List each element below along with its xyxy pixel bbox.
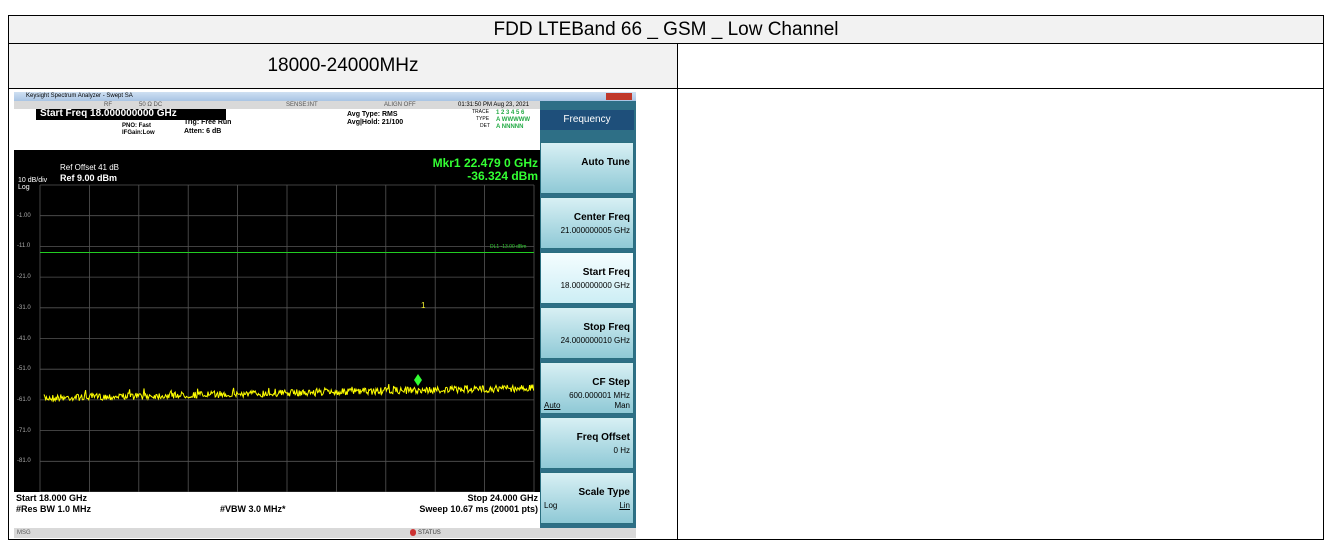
stop-freq: Stop 24.000 GHz — [467, 493, 538, 503]
setting: Atten: 6 dB — [184, 128, 222, 135]
y-label: -71.0 — [17, 427, 31, 434]
window-titlebar — [14, 92, 636, 101]
button-value: 21.000000005 GHz — [560, 226, 630, 235]
status-row — [14, 101, 540, 109]
marker-label: 1 — [421, 301, 426, 310]
trace-nums: 1 2 3 4 5 6 — [496, 110, 525, 116]
active-param: Start Freq 18.000000000 GHz — [36, 109, 226, 120]
trace-label: TRACE — [472, 109, 489, 115]
range: 18000-24000MHz — [267, 55, 419, 76]
window-close[interactable] — [606, 93, 632, 100]
menu-button[interactable]: CF Step 600.000001 MHz Auto Man — [540, 362, 634, 414]
menu-button[interactable]: Scale Type Log Lin — [540, 472, 634, 524]
status-label: STATUS — [418, 530, 441, 536]
status: RF — [104, 102, 112, 108]
setting: IFGain:Low — [122, 130, 155, 136]
type-label: TYPE — [476, 116, 490, 122]
button-label: Auto Tune — [581, 157, 630, 168]
menu-title: Frequency — [540, 110, 634, 130]
button-value: 18.000000000 GHz — [560, 281, 630, 290]
y-label: -21.0 — [17, 274, 31, 281]
title: FDD LTEBand 66 _ GSM _ Low Channel — [493, 18, 839, 40]
button-value: 600.000001 MHz — [569, 391, 630, 400]
det-label: DET — [480, 123, 490, 129]
y-label: -1.00 — [17, 212, 31, 219]
button-label: Start Freq — [582, 267, 630, 278]
plot — [14, 150, 540, 492]
button-label: Center Freq — [573, 212, 630, 223]
range-cell: 18000-24000MHz — [8, 43, 678, 89]
sweep: Sweep 10.67 ms (20001 pts) — [419, 504, 538, 514]
y-label: -11.0 — [17, 243, 31, 250]
log: Log — [18, 184, 30, 191]
msg-bar — [14, 528, 636, 538]
marker-freq: Mkr1 22.479 0 GHz — [432, 156, 538, 170]
footer-area — [14, 492, 540, 528]
det-value: A NNNNN — [496, 124, 524, 130]
button-label: Stop Freq — [583, 322, 630, 333]
type-value: A WWWWW — [496, 117, 531, 123]
setting: Avg Type: RMS — [347, 111, 398, 118]
menu-button[interactable]: Stop Freq 24.000000010 GHz — [540, 307, 634, 359]
analyzer-screenshot: Keysight Spectrum Analyzer - Swept SA RF… — [14, 92, 636, 538]
menu-button[interactable]: Freq Offset 0 Hz — [540, 417, 634, 469]
rbw: #Res BW 1.0 MHz — [16, 504, 92, 514]
empty-cell — [677, 43, 1324, 89]
button-label: CF Step — [592, 377, 630, 388]
button-option: Log — [544, 501, 558, 510]
y-label: -41.0 — [17, 335, 31, 342]
y-label: -51.0 — [17, 366, 31, 373]
button-option: Man — [614, 401, 630, 410]
trace — [43, 383, 535, 403]
button-label: Scale Type — [578, 487, 630, 498]
start-freq: Start 18.000 GHz — [16, 493, 88, 503]
empty-cell — [677, 88, 1324, 540]
setting: PNO: Fast — [122, 123, 152, 129]
y-label: -31.0 — [17, 304, 31, 311]
marker — [414, 374, 422, 386]
scale: 10 dB/div — [18, 177, 48, 184]
setting: Avg|Hold: 21/100 — [347, 119, 404, 126]
status: SENSE:INT — [286, 102, 318, 108]
y-label: -81.0 — [17, 458, 31, 465]
button-value: 24.000000010 GHz — [560, 336, 630, 345]
title-cell: FDD LTEBand 66 _ GSM _ Low Channel — [8, 15, 1324, 44]
ref-level: Ref 9.00 dBm — [60, 173, 118, 183]
status: ALIGN OFF — [384, 102, 416, 108]
menu-button[interactable]: Center Freq 21.000000005 GHz — [540, 197, 634, 249]
y-label: -61.0 — [17, 396, 31, 403]
menu-button[interactable]: Auto Tune — [540, 142, 634, 194]
status: 50 Ω DC — [139, 102, 163, 108]
button-value: 0 Hz — [613, 446, 630, 455]
vbw: #VBW 3.0 MHz* — [220, 504, 286, 514]
display-line-label: DL1 -13.00 dBm — [490, 244, 527, 250]
button-option: Auto — [544, 401, 561, 410]
status: 01:31:50 PM Aug 23, 2021 — [458, 102, 530, 108]
window-title: Keysight Spectrum Analyzer - Swept SA — [26, 93, 133, 99]
msg: MSG — [17, 530, 31, 536]
ref-offset: Ref Offset 41 dB — [60, 163, 119, 172]
button-option: Lin — [619, 501, 630, 510]
menu-button[interactable]: Start Freq 18.000000000 GHz — [540, 252, 634, 304]
button-label: Freq Offset — [576, 432, 630, 443]
plot-bg — [14, 150, 540, 492]
status-icon — [410, 529, 416, 536]
marker-level: -36.324 dBm — [467, 169, 538, 183]
setting: Trig: Free Run — [184, 119, 232, 126]
